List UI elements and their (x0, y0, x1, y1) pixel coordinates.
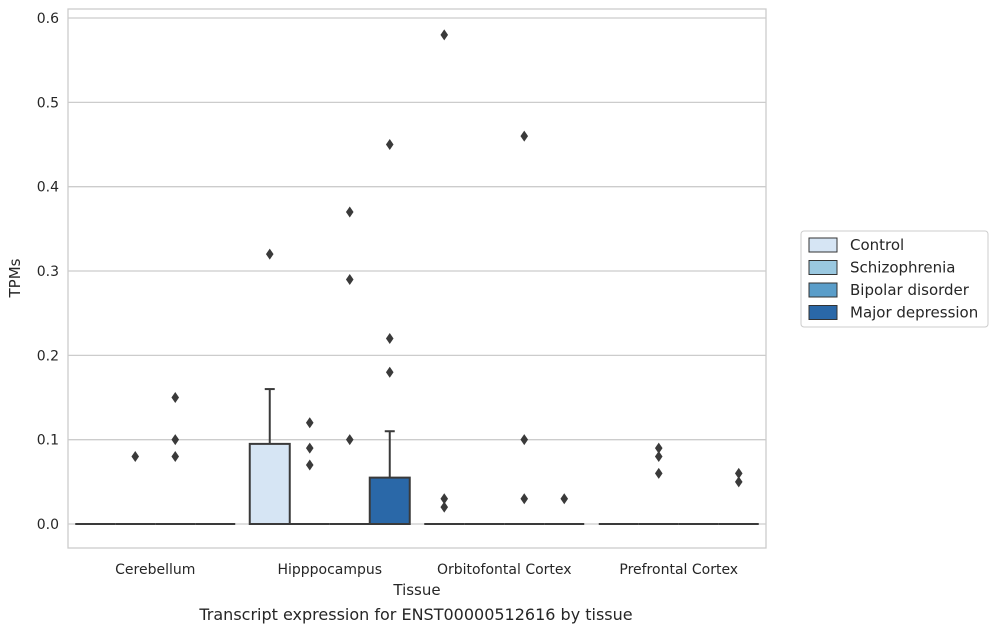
box-group (544, 493, 585, 525)
outlier-point (440, 501, 449, 513)
legend-swatch (808, 237, 838, 253)
y-tick-label: 0.5 (37, 95, 59, 111)
outlier-point (345, 434, 354, 446)
x-axis-label: Tissue (392, 581, 440, 599)
outlier-point (265, 248, 274, 260)
outlier-point (385, 366, 394, 378)
x-tick-label: Hipppocampus (277, 562, 382, 578)
y-gridlines (68, 17, 766, 525)
legend-swatch (808, 260, 838, 275)
legend-swatch (808, 305, 838, 320)
y-axis-label: TPMs (6, 258, 24, 298)
box-group (289, 417, 330, 525)
box-group (424, 29, 465, 525)
legend-entry-label: Major depression (850, 304, 978, 322)
outlier-point (305, 417, 314, 429)
y-tick-label: 0.0 (37, 517, 59, 533)
outlier-point (385, 332, 394, 344)
x-axis-ticks: Cerebellum Hipppocampus Orbitofontal Corte… (115, 562, 738, 578)
outlier-point (654, 451, 663, 463)
y-tick-label: 0.3 (37, 264, 59, 280)
box-group (638, 442, 679, 525)
outlier-point (654, 467, 663, 479)
legend-entry-label: Control (850, 236, 904, 254)
y-tick-label: 0.1 (37, 433, 59, 449)
outlier-point (654, 442, 663, 454)
outlier-point (734, 467, 743, 479)
y-tick-label: 0.4 (37, 180, 59, 196)
outlier-point (520, 493, 529, 505)
box-group (504, 130, 545, 525)
outlier-point (520, 130, 529, 142)
outlier-point (385, 139, 394, 151)
outlier-point (440, 29, 449, 41)
x-tick-label: Prefrontal Cortex (619, 562, 738, 578)
legend-frame (800, 230, 989, 328)
box (248, 442, 291, 526)
box-group (329, 206, 370, 525)
outlier-point (560, 493, 569, 505)
outlier-point (734, 476, 743, 488)
legend-entry-label: Schizophrenia (850, 259, 955, 277)
y-tick-label: 0.6 (37, 11, 59, 27)
box-group (248, 248, 291, 526)
box-group (368, 139, 411, 525)
outlier-point (305, 459, 314, 471)
legend-swatch (808, 282, 838, 298)
box-group (718, 467, 759, 525)
outlier-point (171, 451, 180, 463)
box-plot-marks (75, 29, 759, 526)
x-tick-label: Cerebellum (115, 562, 195, 578)
plot-area-frame (67, 8, 767, 549)
chart-caption: Transcript expression for ENST0000051261… (199, 605, 633, 624)
outlier-point (305, 442, 314, 454)
legend-entry-label: Bipolar disorder (850, 281, 970, 299)
outlier-point (345, 206, 354, 218)
y-axis-ticks: 0.0 0.1 0.2 0.3 0.4 0.5 0.6 (37, 11, 59, 533)
box-group (155, 392, 196, 525)
outlier-point (440, 493, 449, 505)
x-tick-label: Orbitofontal Cortex (437, 562, 572, 578)
box-group (115, 451, 156, 525)
outlier-point (345, 273, 354, 285)
outlier-point (171, 434, 180, 446)
outlier-point (131, 451, 140, 463)
legend: Control Schizophrenia Bipolar disorder Majo… (800, 230, 989, 328)
outlier-point (171, 392, 180, 404)
box (368, 476, 411, 525)
outlier-point (520, 434, 529, 446)
y-tick-label: 0.2 (37, 348, 59, 364)
